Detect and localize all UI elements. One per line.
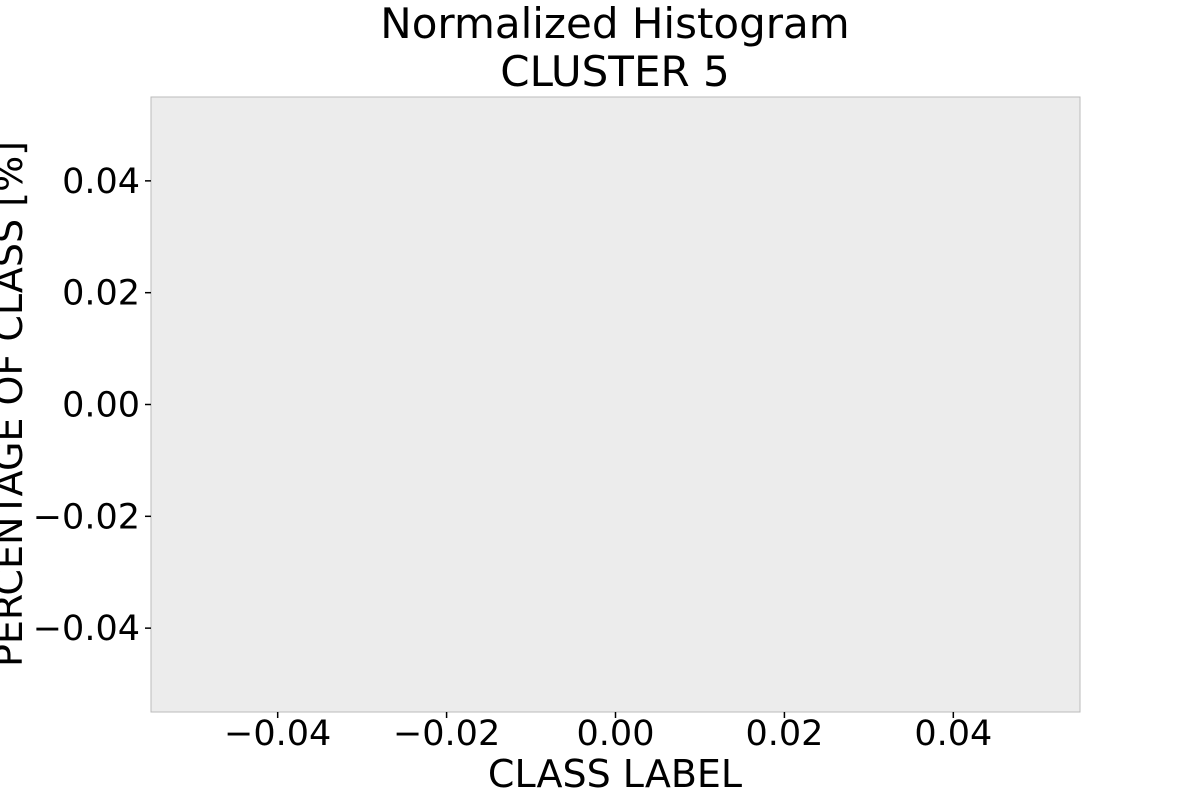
chart-title: Normalized Histogram (380, 0, 849, 48)
y-axis-label: PERCENTAGE OF CLASS [%] (0, 141, 31, 667)
x-tick-label: 0.04 (914, 714, 992, 754)
x-tick-label: −0.02 (393, 714, 500, 754)
x-axis-label: CLASS LABEL (488, 752, 742, 796)
y-tick-label: −0.04 (33, 609, 140, 649)
plot-area (150, 96, 1081, 713)
y-tick-label: −0.02 (33, 497, 140, 537)
x-tick-label: 0.02 (745, 714, 823, 754)
x-tick-label: 0.00 (577, 714, 655, 754)
y-axis: −0.04 −0.02 0.00 0.02 0.04 (33, 162, 151, 649)
y-tick-label: 0.02 (62, 274, 140, 314)
y-tick-label: 0.04 (62, 162, 140, 202)
chart-subtitle: CLUSTER 5 (500, 47, 729, 96)
x-axis: −0.04 −0.02 0.00 0.02 0.04 (224, 712, 992, 754)
x-tick-label: −0.04 (224, 714, 331, 754)
y-tick-label: 0.00 (62, 386, 140, 426)
